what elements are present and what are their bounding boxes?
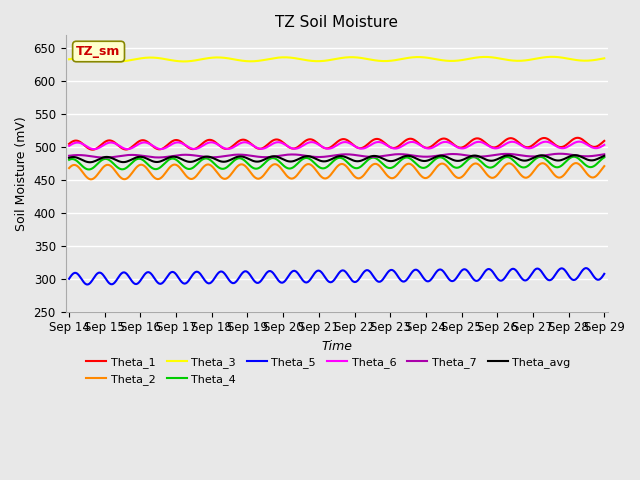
- Theta_7: [556, 151, 564, 156]
- Theta_4: [570, 154, 577, 160]
- Theta_1: [241, 137, 249, 143]
- Theta_3: [131, 57, 139, 62]
- Theta_5: [65, 276, 73, 282]
- Theta_5: [456, 271, 463, 276]
- Theta_5: [600, 271, 608, 277]
- Theta_1: [453, 144, 461, 149]
- Line: Theta_2: Theta_2: [69, 163, 604, 180]
- Theta_3: [600, 55, 608, 61]
- Theta_1: [88, 147, 96, 153]
- Theta_4: [85, 167, 93, 172]
- Legend: Theta_1, Theta_2, Theta_3, Theta_4, Theta_5, Theta_6, Theta_7, Theta_avg: Theta_1, Theta_2, Theta_3, Theta_4, Thet…: [82, 353, 575, 389]
- Title: TZ Soil Moisture: TZ Soil Moisture: [275, 15, 398, 30]
- Theta_avg: [65, 155, 73, 161]
- Theta_avg: [85, 159, 93, 165]
- Theta_6: [91, 146, 99, 152]
- Theta_2: [572, 160, 580, 166]
- Theta_1: [403, 137, 411, 143]
- Line: Theta_avg: Theta_avg: [69, 155, 604, 162]
- Theta_3: [241, 58, 249, 64]
- Theta_5: [453, 275, 461, 280]
- Theta_4: [456, 164, 463, 170]
- Theta_6: [403, 140, 411, 146]
- Theta_6: [131, 144, 139, 149]
- Theta_5: [278, 280, 286, 286]
- Theta_7: [600, 151, 608, 157]
- X-axis label: Time: Time: [321, 340, 352, 353]
- Theta_1: [600, 138, 608, 144]
- Line: Theta_6: Theta_6: [69, 142, 604, 149]
- Theta_5: [84, 282, 92, 288]
- Theta_4: [278, 162, 286, 168]
- Theta_7: [403, 152, 411, 157]
- Theta_avg: [278, 156, 286, 162]
- Theta_6: [456, 145, 463, 151]
- Theta_2: [86, 177, 94, 182]
- Theta_1: [456, 144, 463, 150]
- Theta_5: [131, 281, 139, 287]
- Theta_avg: [571, 152, 579, 158]
- Theta_2: [278, 167, 286, 173]
- Theta_6: [65, 143, 73, 149]
- Theta_4: [403, 155, 411, 160]
- Theta_1: [573, 135, 581, 141]
- Theta_2: [241, 163, 249, 168]
- Theta_6: [278, 140, 286, 146]
- Theta_7: [131, 152, 139, 158]
- Theta_3: [65, 57, 73, 62]
- Theta_4: [65, 157, 73, 163]
- Theta_7: [241, 152, 249, 158]
- Theta_6: [600, 142, 608, 148]
- Theta_4: [453, 165, 461, 171]
- Theta_3: [403, 55, 411, 61]
- Theta_avg: [600, 153, 608, 159]
- Theta_6: [241, 139, 249, 145]
- Theta_2: [403, 161, 411, 167]
- Theta_5: [582, 265, 589, 271]
- Theta_4: [131, 157, 139, 163]
- Theta_2: [456, 175, 463, 181]
- Theta_2: [65, 165, 73, 171]
- Theta_6: [575, 139, 582, 144]
- Line: Theta_7: Theta_7: [69, 154, 604, 157]
- Y-axis label: Soil Moisture (mV): Soil Moisture (mV): [15, 116, 28, 231]
- Theta_avg: [131, 155, 139, 161]
- Theta_7: [453, 151, 461, 157]
- Theta_2: [600, 163, 608, 169]
- Line: Theta_3: Theta_3: [69, 57, 604, 61]
- Theta_2: [131, 167, 139, 172]
- Theta_4: [241, 158, 249, 164]
- Theta_3: [456, 58, 463, 63]
- Theta_1: [65, 141, 73, 147]
- Theta_5: [241, 268, 249, 274]
- Theta_7: [65, 153, 73, 159]
- Theta_3: [548, 54, 556, 60]
- Theta_avg: [403, 153, 411, 159]
- Theta_3: [278, 54, 286, 60]
- Line: Theta_4: Theta_4: [69, 157, 604, 169]
- Theta_5: [403, 276, 411, 282]
- Theta_1: [278, 139, 286, 145]
- Theta_avg: [241, 155, 249, 160]
- Theta_7: [278, 153, 286, 158]
- Line: Theta_1: Theta_1: [69, 138, 604, 150]
- Theta_avg: [456, 158, 463, 164]
- Line: Theta_5: Theta_5: [69, 268, 604, 285]
- Theta_avg: [453, 158, 461, 164]
- Theta_2: [453, 175, 461, 180]
- Theta_6: [453, 144, 461, 150]
- Text: TZ_sm: TZ_sm: [76, 45, 121, 58]
- Theta_7: [102, 155, 109, 160]
- Theta_4: [600, 155, 608, 160]
- Theta_3: [113, 59, 121, 64]
- Theta_3: [453, 58, 461, 63]
- Theta_7: [456, 152, 463, 157]
- Theta_1: [131, 142, 139, 147]
